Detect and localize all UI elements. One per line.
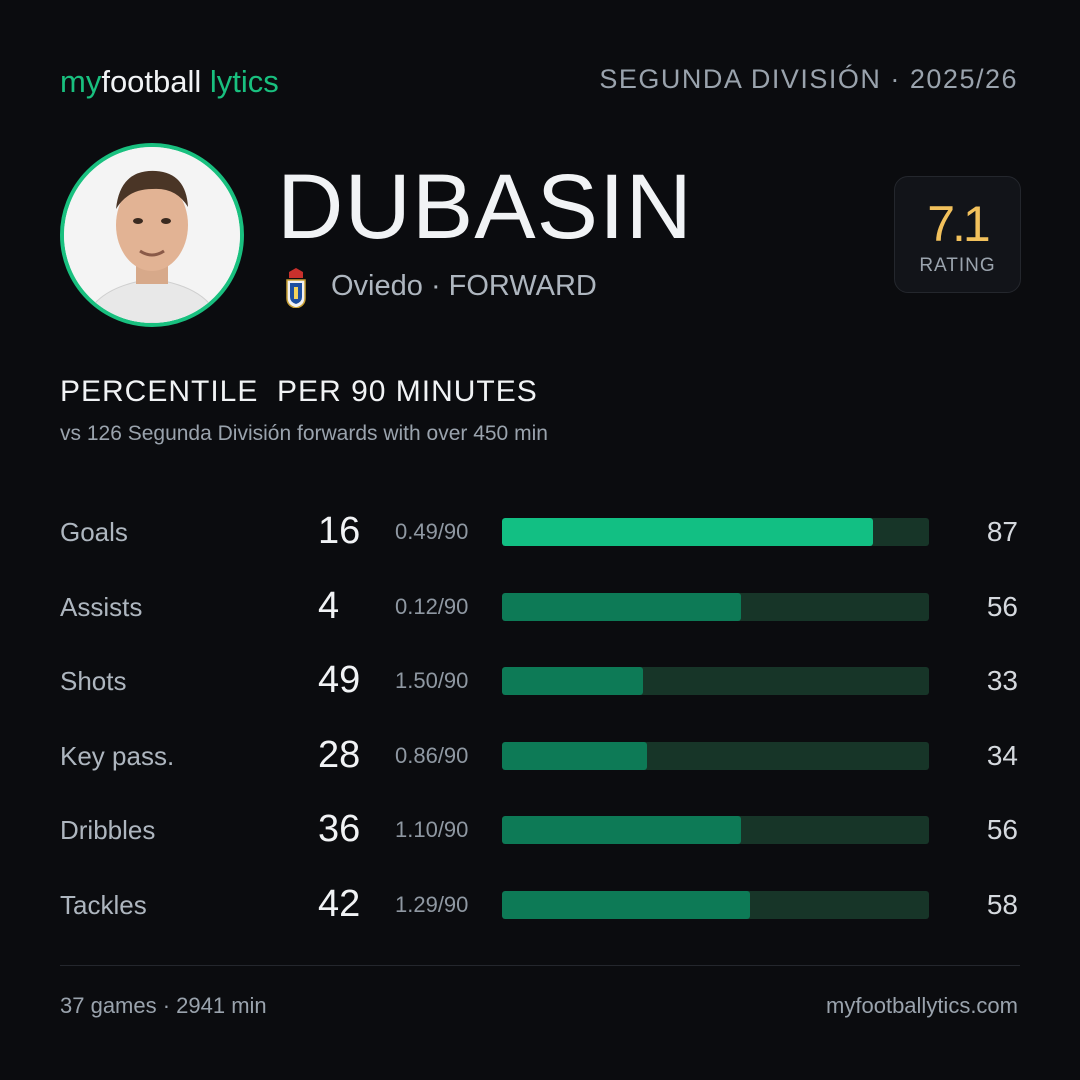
player-photo	[60, 143, 244, 327]
stat-total: 28	[318, 733, 361, 776]
bar-track	[502, 518, 929, 546]
stat-percentile: 56	[986, 590, 1018, 622]
stat-label: Dribbles	[60, 815, 156, 846]
footer-site: myfootballytics.com	[826, 993, 1018, 1018]
percentile-bar	[502, 816, 742, 845]
stat-per90: 1.10/90	[395, 817, 469, 843]
stat-total: 42	[318, 883, 361, 925]
stat-total: 49	[318, 659, 361, 702]
rating-label: RATING	[919, 255, 996, 276]
stat-label: Goals	[60, 517, 128, 547]
stat-per90: 0.49/90	[395, 519, 469, 544]
bar-track	[502, 741, 929, 770]
section-title: PERCENTILE PER 90 MINUTES	[60, 375, 538, 408]
stat-total: 16	[318, 510, 361, 552]
stat-percentile: 34	[986, 739, 1018, 771]
footer-summary: 37 games · 2941 min	[60, 993, 267, 1018]
stat-per90: 0.86/90	[395, 742, 469, 768]
stat-percentile: 56	[986, 814, 1018, 846]
percentile-bar	[502, 518, 874, 546]
stat-per90: 1.29/90	[395, 892, 469, 917]
brand-part: football	[101, 64, 202, 99]
player-name: DUBASIN	[277, 156, 693, 258]
team-position: Oviedo · FORWARD	[331, 270, 597, 302]
stat-per90: 0.12/90	[395, 593, 469, 619]
bar-track	[502, 667, 929, 696]
stat-label: Key pass.	[60, 740, 175, 771]
stat-label: Tackles	[60, 890, 147, 920]
competition: SEGUNDA DIVISIÓN · 2025/26	[599, 64, 1018, 94]
bar-track	[502, 592, 929, 621]
percentile-bar	[502, 741, 648, 770]
stat-percentile: 58	[986, 889, 1018, 920]
rating-value: 7.1	[927, 196, 991, 252]
stat-label: Shots	[60, 666, 127, 697]
bar-track	[502, 891, 929, 919]
stat-percentile: 33	[986, 665, 1018, 697]
stat-total: 36	[318, 808, 361, 851]
photo-drawing	[64, 147, 240, 323]
divider	[60, 965, 1020, 966]
stat-total: 4	[318, 584, 340, 627]
percentile-bar	[502, 667, 643, 696]
percentile-bar	[502, 592, 742, 621]
brand-part: lytics	[209, 64, 279, 99]
percentile-bar	[502, 891, 750, 919]
club-crest	[286, 268, 306, 308]
rating-box: 7.1 RATING	[894, 176, 1021, 293]
stat-percentile: 87	[986, 516, 1018, 547]
bar-track	[502, 816, 929, 845]
section-subtitle: vs 126 Segunda División forwards with ov…	[60, 422, 548, 445]
brand-part: my	[60, 64, 102, 99]
stat-label: Assists	[60, 591, 143, 622]
stat-per90: 1.50/90	[395, 668, 469, 694]
brand-logo: myfootball lytics	[60, 64, 279, 100]
